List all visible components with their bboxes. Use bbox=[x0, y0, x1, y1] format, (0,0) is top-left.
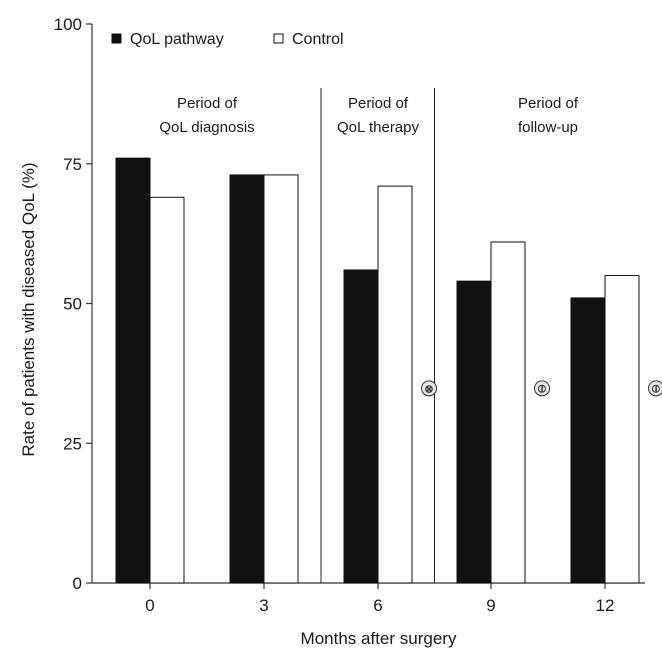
bar-qol-pathway-12 bbox=[570, 297, 606, 584]
bar-control-6 bbox=[377, 185, 413, 584]
x-tick-label: 6 bbox=[373, 596, 382, 615]
significance-marker-circle bbox=[648, 380, 662, 397]
x-tick-label: 12 bbox=[596, 596, 615, 615]
legend-label: QoL pathway bbox=[130, 31, 224, 48]
x-tick-label: 3 bbox=[259, 596, 268, 615]
period-label: follow-up bbox=[518, 119, 578, 136]
period-label: Period of bbox=[348, 95, 409, 112]
legend-swatch bbox=[111, 33, 122, 44]
bar-control-12 bbox=[604, 275, 640, 584]
significance-marker-symbol: ⦶ bbox=[651, 383, 660, 395]
legend-label: Control bbox=[292, 31, 344, 48]
bar-control-9 bbox=[490, 241, 526, 584]
bars bbox=[115, 157, 640, 584]
y-axis-title: Rate of patients with diseased QoL (%) bbox=[19, 162, 38, 456]
significance-marker-symbol: ⊗ bbox=[424, 383, 433, 395]
bar-control-3 bbox=[263, 174, 299, 584]
bar-qol-pathway-3 bbox=[229, 174, 265, 584]
significance-markers: ⊗ ⦶ ⦶ bbox=[421, 380, 662, 397]
axis-labels: 0 25 50 75 100 0 3 6 9 12 Months after surgery Rate… bbox=[19, 15, 614, 648]
legend-swatch bbox=[273, 33, 284, 44]
significance-marker-symbol: ⦶ bbox=[537, 383, 546, 395]
significance-marker-circle bbox=[534, 380, 550, 397]
bar-qol-pathway-6 bbox=[343, 269, 379, 584]
y-tick-label: 75 bbox=[63, 155, 82, 174]
bar-control-0 bbox=[149, 196, 185, 584]
period-dividers bbox=[320, 88, 435, 583]
period-label: QoL diagnosis bbox=[159, 119, 254, 136]
bar-qol-pathway-0 bbox=[115, 157, 151, 584]
period-label: Period of bbox=[177, 95, 238, 112]
x-tick-label: 0 bbox=[145, 596, 154, 615]
y-tick-label: 50 bbox=[63, 295, 82, 314]
significance-marker-circle bbox=[421, 380, 437, 397]
legend: QoL pathway Control bbox=[111, 31, 344, 48]
y-tick-label: 100 bbox=[54, 15, 82, 34]
period-labels: Period of QoL diagnosis Period of QoL thera… bbox=[159, 95, 579, 136]
y-tick-label: 0 bbox=[73, 574, 82, 593]
y-tick-label: 25 bbox=[63, 434, 82, 453]
x-tick-label: 9 bbox=[486, 596, 495, 615]
bar-qol-pathway-9 bbox=[456, 280, 492, 584]
period-label: QoL therapy bbox=[337, 119, 419, 136]
period-label: Period of bbox=[518, 95, 579, 112]
x-axis-title: Months after surgery bbox=[301, 629, 457, 648]
